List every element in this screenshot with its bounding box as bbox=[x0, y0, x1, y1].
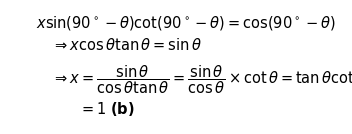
Text: $= 1 \; \mathbf{(b)}$: $= 1 \; \mathbf{(b)}$ bbox=[80, 100, 135, 118]
Text: $\Rightarrow x = \dfrac{\sin\theta}{\cos\theta \tan\theta} = \dfrac{\sin\theta}{: $\Rightarrow x = \dfrac{\sin\theta}{\cos… bbox=[52, 64, 352, 96]
Text: $x \sin (90^\circ - \theta) \cot (90^\circ - \theta) = \cos (90^\circ - \theta)$: $x \sin (90^\circ - \theta) \cot (90^\ci… bbox=[36, 14, 336, 32]
Text: $\Rightarrow x \cos \theta \tan \theta = \sin \theta$: $\Rightarrow x \cos \theta \tan \theta =… bbox=[52, 37, 202, 53]
